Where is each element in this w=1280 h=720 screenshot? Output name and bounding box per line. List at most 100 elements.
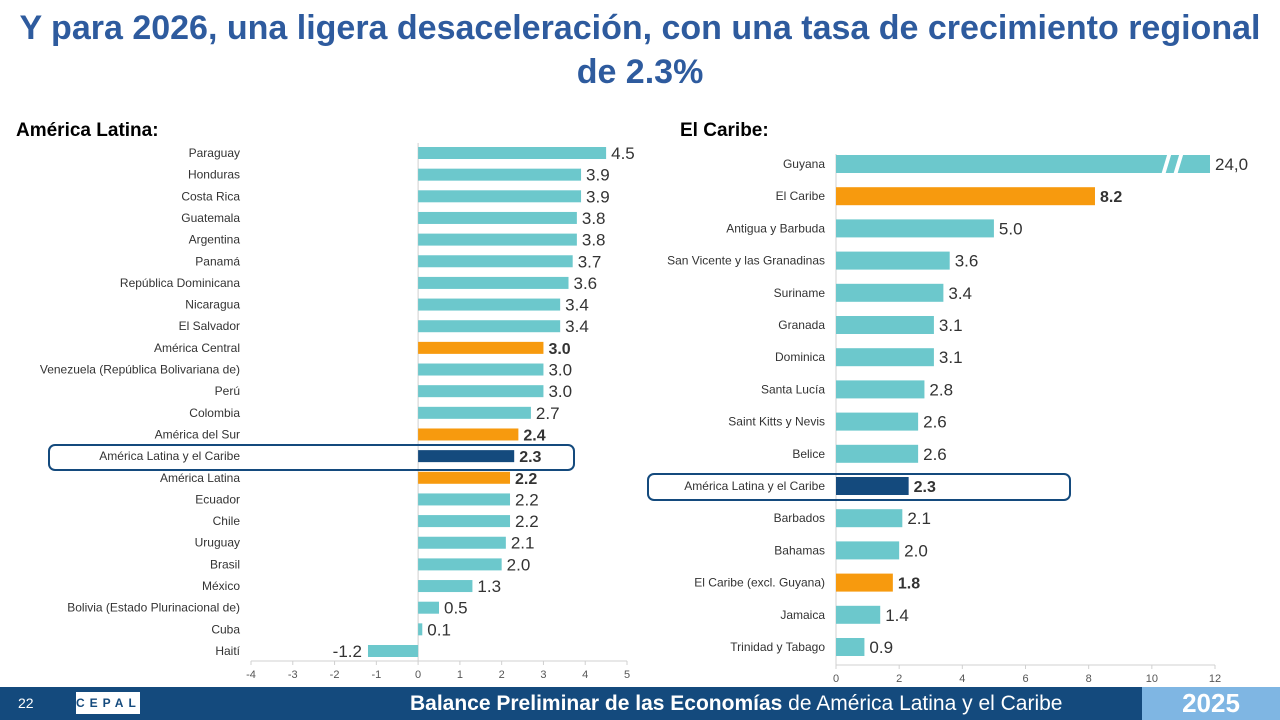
bar bbox=[418, 363, 544, 376]
x-tick-label: 2 bbox=[896, 673, 902, 685]
data-label: 2.8 bbox=[929, 380, 953, 399]
data-label: 2.0 bbox=[507, 555, 531, 574]
category-label: República Dominicana bbox=[120, 276, 240, 290]
cepal-logo: CEPAL bbox=[76, 692, 140, 714]
category-label: Honduras bbox=[188, 168, 240, 182]
axis-break-mark bbox=[1161, 154, 1172, 174]
category-label: Cuba bbox=[211, 622, 240, 636]
category-label: Paraguay bbox=[189, 146, 240, 160]
category-label: Chile bbox=[213, 514, 241, 528]
data-label: 3.1 bbox=[939, 348, 963, 367]
bar bbox=[418, 580, 473, 593]
bar bbox=[836, 348, 934, 367]
footer-text-bold: Balance Preliminar de las Economías bbox=[410, 692, 783, 715]
data-label: 2.7 bbox=[536, 404, 560, 423]
bar bbox=[836, 638, 865, 656]
category-label: Saint Kitts y Nevis bbox=[728, 415, 825, 429]
category-label: América Latina y el Caribe bbox=[684, 479, 825, 493]
bar bbox=[418, 298, 561, 311]
x-tick-label: 0 bbox=[833, 673, 839, 685]
bar bbox=[418, 233, 577, 246]
bar bbox=[418, 601, 439, 614]
category-label: Nicaragua bbox=[185, 298, 240, 312]
data-label: 3.0 bbox=[548, 341, 570, 358]
category-label: El Caribe (excl. Guyana) bbox=[694, 576, 825, 590]
category-label: América Latina bbox=[160, 471, 240, 485]
category-label: Granada bbox=[778, 318, 825, 332]
data-label: 0.9 bbox=[869, 638, 893, 657]
bar bbox=[418, 320, 561, 333]
bar bbox=[418, 558, 502, 571]
footer-text-rest: de América Latina y el Caribe bbox=[782, 692, 1063, 715]
bar bbox=[418, 450, 515, 463]
bar bbox=[418, 211, 577, 224]
data-label: 1.3 bbox=[477, 577, 501, 596]
x-tick-label: 8 bbox=[1086, 673, 1092, 685]
axis-break-mark bbox=[1173, 154, 1184, 174]
data-label: 2.2 bbox=[515, 490, 539, 509]
data-label: 0.1 bbox=[427, 620, 451, 639]
data-label: 5.0 bbox=[999, 219, 1023, 238]
x-tick-label: 4 bbox=[582, 669, 588, 681]
x-tick-label: 6 bbox=[1022, 673, 1028, 685]
data-label: 1.4 bbox=[885, 606, 909, 625]
category-label: Bolivia (Estado Plurinacional de) bbox=[67, 601, 240, 615]
bar bbox=[418, 536, 506, 549]
category-label: Bahamas bbox=[774, 543, 825, 557]
bar bbox=[418, 255, 573, 268]
category-label: Uruguay bbox=[195, 536, 240, 550]
bar bbox=[836, 283, 944, 302]
category-label: Jamaica bbox=[780, 608, 825, 622]
bar bbox=[836, 605, 881, 624]
data-label: 3.0 bbox=[548, 361, 572, 380]
caribe-chart-title: El Caribe: bbox=[680, 120, 769, 141]
bar bbox=[418, 190, 582, 203]
bar bbox=[836, 380, 925, 399]
data-label: 2.2 bbox=[515, 512, 539, 531]
data-label: 3.0 bbox=[548, 382, 572, 401]
x-tick-label: 1 bbox=[457, 669, 463, 681]
bar bbox=[836, 219, 994, 238]
bar bbox=[418, 515, 511, 528]
data-label: 3.7 bbox=[578, 252, 602, 271]
x-tick-label: 12 bbox=[1209, 673, 1221, 685]
bar bbox=[418, 428, 519, 441]
bar bbox=[836, 444, 919, 463]
bar bbox=[836, 155, 1210, 173]
category-label: Dominica bbox=[775, 350, 825, 364]
category-label: Guyana bbox=[783, 157, 825, 171]
data-label: 2.2 bbox=[515, 471, 537, 488]
category-label: Antigua y Barbuda bbox=[726, 221, 825, 235]
category-label: Suriname bbox=[774, 286, 826, 300]
x-tick-label: 5 bbox=[624, 669, 630, 681]
page-title: Y para 2026, una ligera desaceleración, … bbox=[19, 9, 1261, 91]
bar bbox=[418, 276, 569, 289]
x-tick-label: 10 bbox=[1146, 673, 1158, 685]
data-label: -1.2 bbox=[333, 642, 362, 661]
category-label: Brasil bbox=[210, 557, 240, 571]
data-label: 3.9 bbox=[586, 166, 610, 185]
footer-text: Balance Preliminar de las Economías de A… bbox=[410, 692, 1063, 716]
category-label: América Latina y el Caribe bbox=[99, 449, 240, 463]
bar bbox=[836, 251, 950, 270]
bar bbox=[836, 573, 893, 592]
category-label: Costa Rica bbox=[181, 189, 240, 203]
category-label: Perú bbox=[215, 384, 240, 398]
bar bbox=[836, 187, 1095, 206]
page-number: 22 bbox=[18, 695, 34, 711]
category-label: San Vicente y las Granadinas bbox=[667, 254, 825, 268]
data-label: 2.1 bbox=[907, 509, 931, 528]
bar bbox=[418, 493, 511, 506]
data-label: 3.9 bbox=[586, 187, 610, 206]
data-label: 3.1 bbox=[939, 316, 963, 335]
bar bbox=[836, 477, 909, 495]
category-label: Santa Lucía bbox=[761, 382, 825, 396]
category-label: Colombia bbox=[189, 406, 240, 420]
category-label: México bbox=[202, 579, 240, 593]
category-label: Venezuela (República Bolivariana de) bbox=[40, 363, 240, 377]
data-label: 2.3 bbox=[914, 479, 936, 496]
category-label: El Caribe bbox=[776, 189, 826, 203]
category-label: América Central bbox=[154, 341, 240, 355]
x-tick-label: -4 bbox=[246, 669, 256, 681]
x-tick-label: -3 bbox=[288, 669, 298, 681]
